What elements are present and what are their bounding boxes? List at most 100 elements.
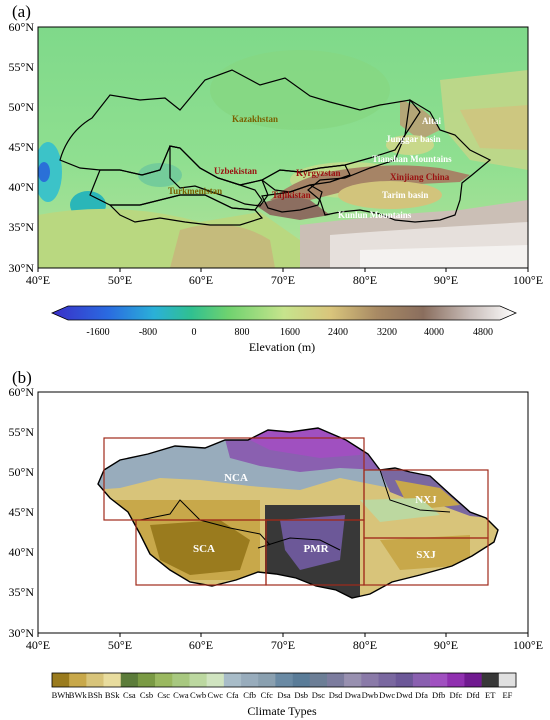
y-tick-label: 55°N	[9, 60, 35, 74]
y-tick-label: 35°N	[9, 220, 35, 234]
region-nca: NCA	[224, 472, 248, 484]
label-junggar: Junggar basin	[386, 134, 441, 144]
y-tick-label: 40°N	[9, 545, 35, 559]
climate-swatch	[395, 673, 414, 687]
climate-swatch	[326, 673, 345, 687]
climate-swatch	[258, 673, 276, 687]
panel-b-label: (b)	[12, 368, 32, 387]
label-tajikistan: Tajikistan	[272, 190, 311, 200]
climate-swatch	[103, 673, 122, 687]
climate-swatch	[241, 673, 259, 687]
climate-type-label: Dsc	[312, 690, 325, 700]
elevation-map	[38, 27, 528, 268]
climate-type-label: Csb	[140, 690, 153, 700]
climate-type-label: Dfd	[466, 690, 480, 700]
climate-swatch	[498, 673, 517, 687]
climate-type-label: Cwa	[173, 690, 189, 700]
elevation-tick: 0	[192, 327, 197, 338]
climate-swatch	[481, 673, 500, 687]
climate-type-label: BWh	[52, 690, 71, 700]
panel-b-y-axis: 60°N 55°N 50°N 45°N 40°N 35°N 30°N	[9, 385, 35, 640]
panel-a-label: (a)	[12, 2, 31, 21]
climate-type-label: Cfb	[243, 690, 256, 700]
x-tick-label: 100°E	[513, 638, 543, 652]
y-tick-label: 30°N	[9, 626, 35, 640]
climate-swatch	[206, 673, 225, 687]
climate-swatch	[137, 673, 156, 687]
climate-swatch	[378, 673, 397, 687]
y-tick-label: 55°N	[9, 425, 35, 439]
y-tick-label: 50°N	[9, 100, 35, 114]
climate-type-label: BSh	[88, 690, 103, 700]
climate-swatch	[155, 673, 173, 687]
climate-type-label: BSk	[105, 690, 120, 700]
label-altai: Altai	[422, 116, 441, 126]
climate-type-label: Dwa	[345, 690, 361, 700]
climate-colorbar: BWh BWk BSh BSk Csa Csb Csc Cwa Cwb Cwc Cfa Cfb Cfc D…	[51, 672, 517, 700]
climate-type-label: Cwb	[190, 690, 206, 700]
y-tick-label: 45°N	[9, 505, 35, 519]
panel-b-x-axis: 40°E 50°E 60°E 70°E 80°E 90°E 100°E	[26, 633, 543, 652]
climate-type-label: Csa	[123, 690, 136, 700]
climate-swatch	[447, 673, 465, 687]
x-tick-label: 70°E	[271, 273, 295, 287]
elevation-tick: 800	[235, 327, 250, 338]
x-tick-label: 80°E	[353, 638, 377, 652]
climate-swatch	[52, 673, 70, 687]
y-tick-label: 35°N	[9, 585, 35, 599]
elevation-colorbar: -1600 -800 0 800 1600 2400 3200 4000 480…	[51, 305, 517, 354]
climate-swatch	[430, 673, 448, 687]
y-tick-label: 30°N	[9, 261, 35, 275]
elevation-tick: -800	[139, 327, 157, 338]
climate-swatch	[361, 673, 379, 687]
climate-swatch	[69, 673, 87, 687]
elevation-tick: 4800	[473, 327, 493, 338]
climate-type-label: Cfc	[261, 690, 274, 700]
x-tick-label: 50°E	[108, 638, 132, 652]
x-tick-label: 90°E	[434, 638, 458, 652]
climate-type-label: Dfb	[432, 690, 445, 700]
climate-swatch	[344, 673, 362, 687]
climate-type-label: EF	[502, 690, 512, 700]
country-borders	[59, 69, 492, 226]
climate-swatch	[86, 673, 104, 687]
x-tick-label: 100°E	[513, 273, 543, 287]
label-xinjiang: Xinjiang China	[390, 172, 450, 182]
elevation-tick: 3200	[377, 327, 397, 338]
study-area-outline	[97, 427, 499, 599]
y-tick-label: 45°N	[9, 140, 35, 154]
y-tick-label: 50°N	[9, 465, 35, 479]
climate-swatch	[464, 673, 482, 687]
label-kazakhstan: Kazakhstan	[232, 114, 278, 124]
climate-type-label: Dsa	[277, 690, 290, 700]
climate-swatch	[275, 673, 293, 687]
panel-a-x-axis: 40°E 50°E 60°E 70°E 80°E 90°E 100°E	[26, 268, 543, 287]
label-turkmenistan: Turkmenistan	[168, 186, 222, 196]
x-tick-label: 50°E	[108, 273, 132, 287]
climate-type-label: Dfc	[449, 690, 462, 700]
x-tick-label: 70°E	[271, 638, 295, 652]
elevation-tick: 2400	[328, 327, 348, 338]
label-kyrgyzstan: Kyrgyzstan	[296, 168, 341, 178]
x-tick-label: 90°E	[434, 273, 458, 287]
region-sca: SCA	[193, 543, 215, 555]
climate-type-label: Dwc	[379, 690, 395, 700]
elevation-tick: 1600	[280, 327, 300, 338]
climate-type-label: ET	[485, 690, 496, 700]
x-tick-label: 60°E	[189, 638, 213, 652]
climate-type-label: Cfa	[226, 690, 239, 700]
climate-type-label: Dwb	[362, 690, 379, 700]
subregion-boxes	[103, 437, 489, 586]
climate-type-label: BWk	[69, 690, 88, 700]
climate-swatch	[120, 673, 139, 687]
climate-colorbar-frame	[51, 672, 517, 688]
x-tick-label: 60°E	[189, 273, 213, 287]
y-tick-label: 40°N	[9, 180, 35, 194]
climate-type-label: Dwd	[396, 690, 413, 700]
panel-b: (b)	[9, 368, 544, 718]
region-nxj: NXJ	[415, 494, 437, 506]
climate-swatch	[412, 673, 431, 687]
region-pmr: PMR	[303, 543, 329, 555]
label-tarim: Tarim basin	[382, 190, 428, 200]
